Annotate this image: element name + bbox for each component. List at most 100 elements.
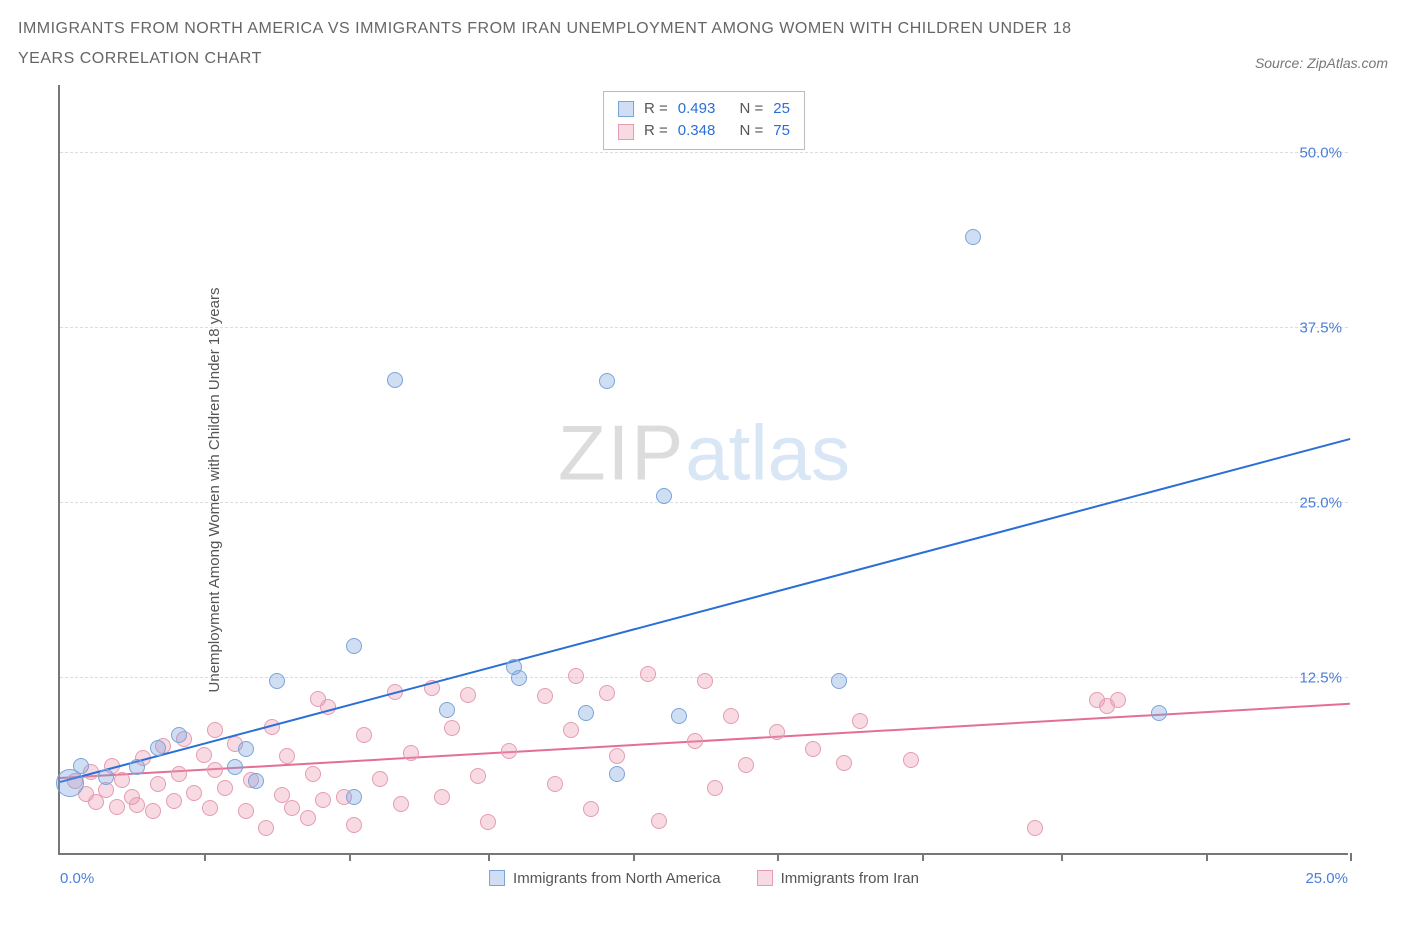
swatch-na-icon <box>618 101 634 117</box>
swatch-na-icon <box>489 870 505 886</box>
data-point-iran <box>207 722 223 738</box>
data-point-na <box>129 759 145 775</box>
data-point-iran <box>583 801 599 817</box>
gridline <box>60 152 1348 153</box>
chart-container: Unemployment Among Women with Children U… <box>18 85 1388 895</box>
data-point-iran <box>640 666 656 682</box>
data-point-na <box>227 759 243 775</box>
data-point-iran <box>609 748 625 764</box>
n-label: N = <box>740 120 764 143</box>
stats-row-na: R = 0.493 N = 25 <box>618 98 790 121</box>
data-point-iran <box>346 817 362 833</box>
x-tick <box>1061 853 1063 861</box>
data-point-iran <box>305 766 321 782</box>
x-tick <box>1206 853 1208 861</box>
data-point-iran <box>707 780 723 796</box>
data-point-na <box>578 705 594 721</box>
data-point-iran <box>599 685 615 701</box>
data-point-iran <box>697 673 713 689</box>
r-label: R = <box>644 120 668 143</box>
stats-legend: R = 0.493 N = 25 R = 0.348 N = 75 <box>603 91 805 150</box>
x-tick <box>349 853 351 861</box>
data-point-iran <box>434 789 450 805</box>
data-point-iran <box>651 813 667 829</box>
data-point-iran <box>738 757 754 773</box>
data-point-iran <box>460 687 476 703</box>
y-tick-label: 12.5% <box>1299 669 1342 686</box>
data-point-iran <box>403 745 419 761</box>
data-point-iran <box>563 722 579 738</box>
data-point-iran <box>202 800 218 816</box>
data-point-iran <box>238 803 254 819</box>
data-point-na <box>1151 705 1167 721</box>
gridline <box>60 327 1348 328</box>
data-point-iran <box>284 800 300 816</box>
data-point-na <box>511 670 527 686</box>
legend-label-iran: Immigrants from Iran <box>781 870 919 887</box>
data-point-iran <box>903 752 919 768</box>
plot-area: ZIPatlas R = 0.493 N = 25 R = 0.348 N = … <box>58 85 1348 855</box>
data-point-iran <box>145 803 161 819</box>
data-point-iran <box>501 743 517 759</box>
series-legend: Immigrants from North America Immigrants… <box>489 870 919 887</box>
data-point-iran <box>300 810 316 826</box>
data-point-iran <box>852 713 868 729</box>
x-tick <box>204 853 206 861</box>
data-point-iran <box>258 820 274 836</box>
data-point-na <box>831 673 847 689</box>
y-tick-label: 50.0% <box>1299 144 1342 161</box>
data-point-iran <box>196 747 212 763</box>
data-point-na <box>248 773 264 789</box>
data-point-na <box>73 758 89 774</box>
data-point-iran <box>372 771 388 787</box>
data-point-iran <box>836 755 852 771</box>
data-point-iran <box>315 792 331 808</box>
y-tick-label: 37.5% <box>1299 319 1342 336</box>
data-point-iran <box>279 748 295 764</box>
x-tick <box>922 853 924 861</box>
x-tick <box>633 853 635 861</box>
trendline-na <box>60 438 1351 783</box>
data-point-iran <box>129 797 145 813</box>
data-point-na <box>238 741 254 757</box>
data-point-iran <box>444 720 460 736</box>
data-point-iran <box>217 780 233 796</box>
x-max-label: 25.0% <box>1305 870 1348 887</box>
x-tick <box>777 853 779 861</box>
data-point-na <box>346 789 362 805</box>
data-point-iran <box>150 776 166 792</box>
x-tick <box>1350 853 1352 861</box>
data-point-na <box>439 702 455 718</box>
data-point-na <box>965 229 981 245</box>
data-point-iran <box>109 799 125 815</box>
data-point-na <box>656 488 672 504</box>
x-tick <box>488 853 490 861</box>
data-point-iran <box>537 688 553 704</box>
data-point-iran <box>470 768 486 784</box>
data-point-na <box>599 373 615 389</box>
data-point-na <box>387 372 403 388</box>
data-point-na <box>150 740 166 756</box>
data-point-iran <box>207 762 223 778</box>
data-point-iran <box>480 814 496 830</box>
data-point-iran <box>114 772 130 788</box>
data-point-iran <box>1027 820 1043 836</box>
source-label: Source: ZipAtlas.com <box>1255 55 1388 75</box>
r-value-na: 0.493 <box>678 98 716 121</box>
watermark: ZIPatlas <box>558 408 850 499</box>
legend-item-na: Immigrants from North America <box>489 870 721 887</box>
data-point-iran <box>769 724 785 740</box>
data-point-iran <box>1110 692 1126 708</box>
data-point-iran <box>805 741 821 757</box>
data-point-na <box>346 638 362 654</box>
swatch-iran-icon <box>757 870 773 886</box>
data-point-na <box>269 673 285 689</box>
chart-title: IMMIGRANTS FROM NORTH AMERICA VS IMMIGRA… <box>18 14 1118 75</box>
n-label: N = <box>740 98 764 121</box>
data-point-iran <box>356 727 372 743</box>
swatch-iran-icon <box>618 124 634 140</box>
data-point-iran <box>687 733 703 749</box>
data-point-iran <box>547 776 563 792</box>
legend-item-iran: Immigrants from Iran <box>757 870 919 887</box>
data-point-iran <box>186 785 202 801</box>
